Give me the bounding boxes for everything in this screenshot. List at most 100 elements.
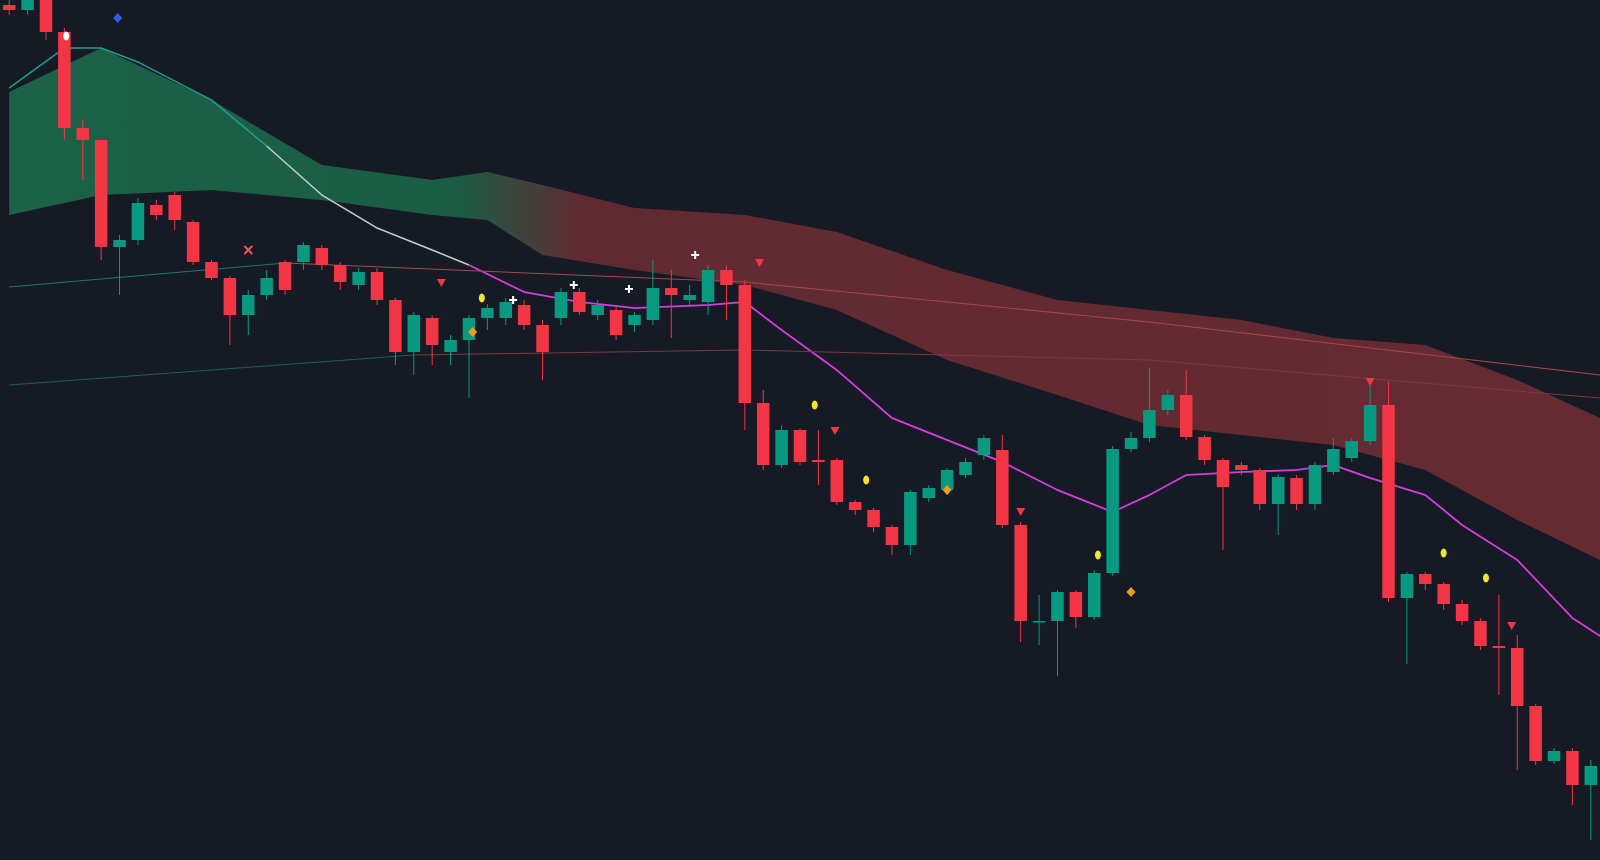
candle-body [977,438,991,455]
signal-marker [1482,573,1489,583]
candle-body [113,240,126,247]
candle-body [150,205,163,215]
signal-marker [509,296,518,304]
candle-body [1051,592,1064,621]
signal-marker [243,245,253,255]
candle-body [554,292,568,318]
signal-marker [436,279,446,287]
candle-body [1235,465,1248,470]
candle-body [1419,574,1432,584]
candle-body [131,203,145,240]
signal-marker [1440,548,1447,558]
signal-marker [691,251,700,259]
signal-marker [811,400,818,410]
candle-body [1290,478,1303,504]
candle-body [1492,646,1506,648]
candle-body [573,292,586,312]
candle-body [1547,751,1561,761]
signal-marker [624,285,633,293]
candle-body [738,285,752,403]
candle-body [352,272,365,285]
candle-body [1345,441,1358,458]
candle-body [260,278,273,295]
candle-body [812,460,825,462]
candle-body [646,288,660,320]
candle-body [959,462,972,475]
candle-body [904,492,917,545]
indicator-line [266,145,470,266]
candle-body [333,265,347,282]
candle-body [536,325,549,352]
candle-body [775,430,788,465]
candle-body [1474,621,1487,646]
candle-body [1437,584,1450,604]
candle-body [793,430,807,462]
candle-body [1032,621,1046,623]
signal-marker [755,259,765,267]
candle-body [628,315,641,325]
candle-body [205,262,218,278]
signal-marker [1016,508,1026,516]
candle-body [481,308,494,318]
indicator-line [8,47,268,147]
candle-body [1327,449,1340,472]
candle-body [370,272,384,300]
candle-body [94,140,108,247]
candle-body [683,295,696,300]
candle-body [21,0,34,10]
candle-body [499,302,512,318]
signal-marker [63,31,70,41]
candle-body [1253,470,1267,504]
candle-body [315,248,329,265]
candle-body [168,195,181,220]
candle-body [922,488,935,498]
candle-body [186,222,200,262]
signal-marker [478,293,485,303]
candle-body [996,450,1009,525]
candle-body [223,278,237,315]
candle-body [1566,751,1579,785]
candle-body [591,305,604,315]
candle-body [1014,525,1027,621]
candle-body [76,128,90,140]
signal-marker [1365,378,1375,386]
candle-body [1198,437,1211,460]
candle-body [720,270,733,285]
candle-body [940,470,954,490]
candle-body [2,5,16,10]
signal-marker [830,427,840,435]
candle-body [1529,706,1542,761]
candle-body [1510,648,1524,706]
candle-body [1179,395,1193,437]
indicator-line [9,262,286,288]
candle-body [407,315,421,352]
indicator-line [9,354,414,386]
candle-body [297,245,310,262]
candle-body [1363,405,1377,441]
candle-body [425,318,439,345]
candle-body [1400,574,1414,598]
candle-body [885,527,899,545]
candle-body [1143,410,1156,438]
candle-body [1308,465,1322,504]
candle-body [278,262,292,290]
candle-body [1271,477,1285,504]
candle-body [1161,395,1175,410]
candle-body [1216,460,1230,487]
candle-body [39,0,53,32]
signal-marker [1126,587,1136,597]
candle-body [756,403,770,465]
signal-marker [942,485,952,495]
signal-marker [1094,550,1101,560]
candle-body [1584,766,1598,785]
signal-marker [113,13,123,23]
candle-body [1106,449,1119,573]
candle-body [665,288,678,295]
candle-body [1069,592,1083,617]
indicator-line [468,264,1600,637]
candle-body [1382,405,1395,598]
indicator-line [285,262,1600,376]
signal-marker [569,281,578,289]
